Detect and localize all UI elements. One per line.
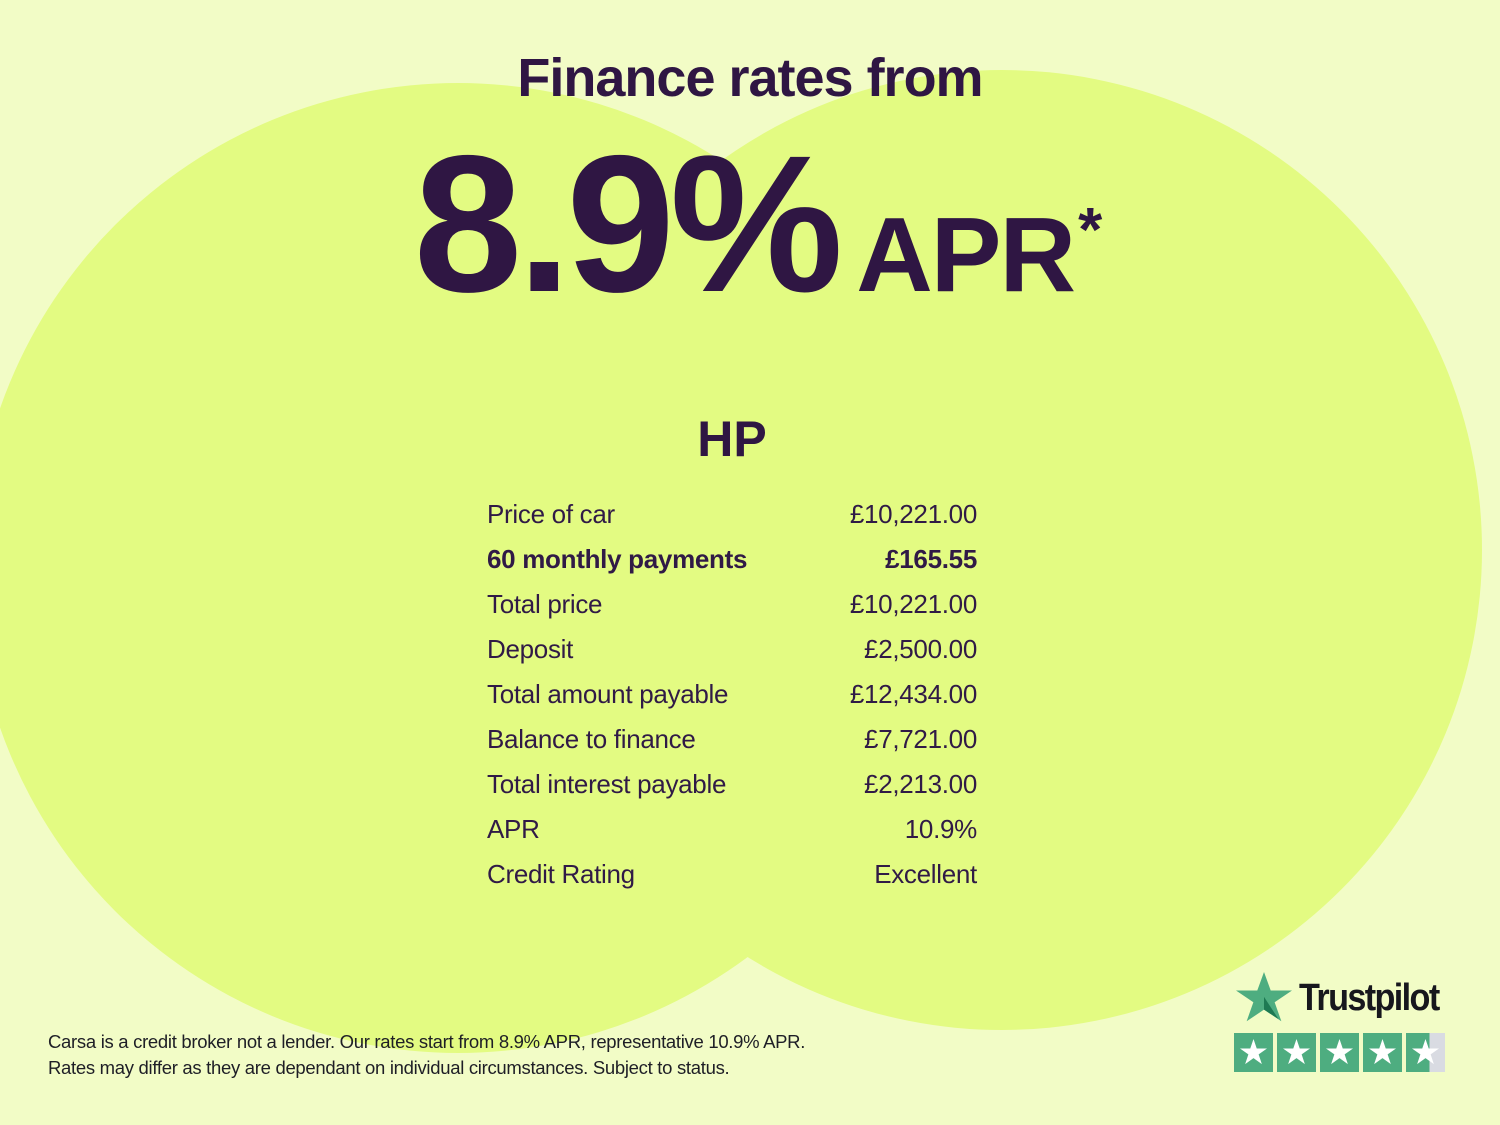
trustpilot-star-icon (1236, 972, 1292, 1025)
star-icon (1283, 1039, 1310, 1065)
finance-summary: HP Price of car £10,221.00 60 monthly pa… (487, 414, 977, 897)
star-icon (1369, 1039, 1396, 1065)
row-value: 10.9% (904, 814, 978, 844)
row-label: Total interest payable (487, 769, 727, 799)
row-value: £2,500.00 (864, 634, 977, 664)
trustpilot-rating-stars (1234, 1033, 1445, 1072)
row-value: £10,221.00 (849, 589, 977, 619)
row-label: Credit Rating (487, 859, 635, 889)
table-row: Balance to finance £7,721.00 (487, 717, 977, 762)
page-title: Finance rates from (517, 48, 983, 108)
rating-star-1 (1234, 1033, 1273, 1072)
footnote-asterisk: * (1078, 196, 1103, 265)
rating-star-2 (1277, 1033, 1316, 1072)
finance-table: Price of car £10,221.00 60 monthly payme… (487, 492, 977, 897)
disclaimer-line-2: Rates may differ as they are dependant o… (48, 1056, 730, 1078)
row-label: Price of car (487, 499, 615, 529)
product-heading: HP (697, 411, 767, 467)
trustpilot-wordmark: Trustpilot (1299, 977, 1440, 1019)
row-value: £165.55 (885, 544, 977, 574)
star-icon (1240, 1039, 1267, 1065)
row-value: Excellent (874, 859, 977, 889)
disclaimer-line-1: Carsa is a credit broker not a lender. O… (48, 1031, 806, 1052)
table-row: 60 monthly payments £165.55 (487, 537, 977, 582)
disclaimer-text: Carsa is a credit broker not a lender. O… (48, 1029, 805, 1080)
background-circle-right (522, 70, 1482, 1030)
row-value: £10,221.00 (849, 499, 977, 529)
row-label: Total price (487, 589, 603, 619)
table-row: APR 10.9% (487, 807, 977, 852)
table-row: Price of car £10,221.00 (487, 492, 977, 537)
table-row: Total amount payable £12,434.00 (487, 672, 977, 717)
rating-star-3 (1320, 1033, 1359, 1072)
row-label: Total amount payable (487, 679, 729, 709)
table-row: Total interest payable £2,213.00 (487, 762, 977, 807)
row-value: £2,213.00 (864, 769, 977, 799)
star-icon (1412, 1039, 1439, 1065)
rating-star-4 (1363, 1033, 1402, 1072)
table-row: Credit Rating Excellent (487, 852, 977, 897)
trustpilot-logo: Trustpilot (1236, 972, 1454, 1025)
row-value: £7,721.00 (864, 724, 977, 754)
table-row: Total price £10,221.00 (487, 582, 977, 627)
headline-rate: 8.9% APR * (8, 127, 1500, 322)
rating-star-5-partial (1406, 1033, 1445, 1072)
table-row: Deposit £2,500.00 (487, 627, 977, 672)
row-label: Deposit (487, 634, 574, 664)
row-value: £12,434.00 (849, 679, 977, 709)
row-label: Balance to finance (487, 724, 696, 754)
row-label: 60 monthly payments (487, 544, 748, 574)
star-icon (1326, 1039, 1353, 1065)
rate-value: 8.9% (413, 115, 843, 333)
row-label: APR (487, 814, 540, 844)
rate-suffix: APR (856, 196, 1076, 314)
